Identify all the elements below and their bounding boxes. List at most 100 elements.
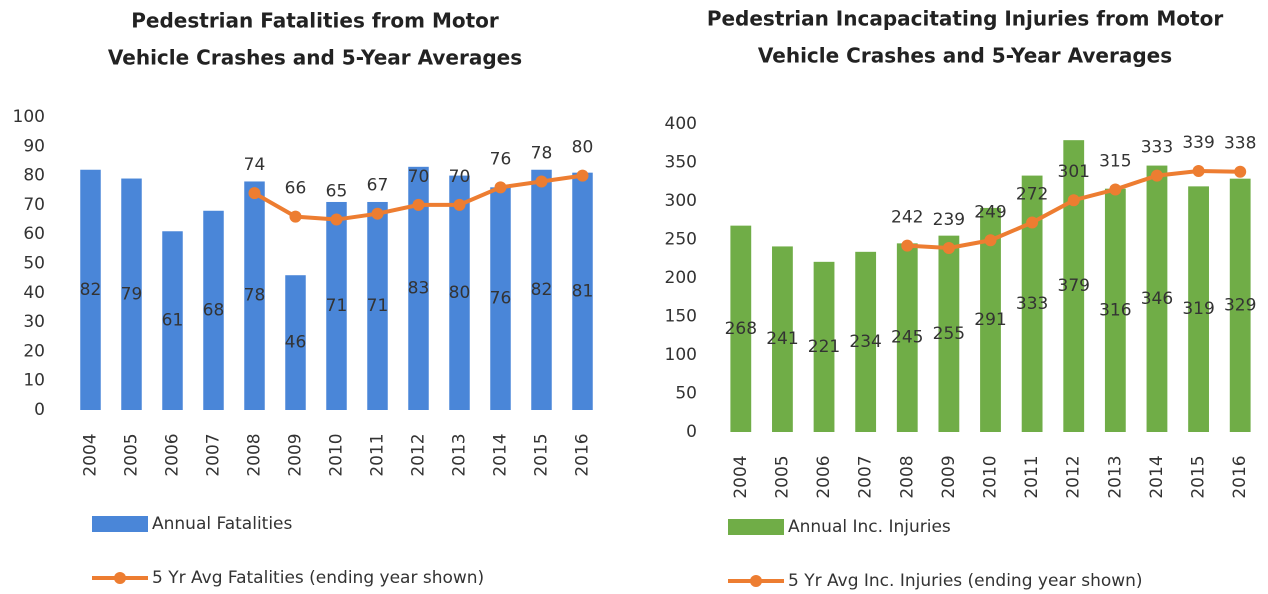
bar — [1229, 178, 1251, 432]
avg-point — [535, 175, 548, 188]
bar-value-label: 316 — [1099, 300, 1131, 320]
x-tick-label: 2016 — [573, 433, 593, 476]
x-tick-label: 2009 — [939, 455, 959, 498]
avg-point — [412, 198, 425, 211]
y-tick-label: 80 — [23, 166, 45, 186]
avg-point — [1109, 183, 1122, 196]
y-tick-label: 200 — [665, 268, 697, 288]
line-value-label: 333 — [1141, 138, 1173, 158]
y-tick-label: 0 — [686, 422, 697, 442]
bar — [244, 181, 265, 410]
bar — [896, 243, 918, 432]
bar-value-label: 268 — [725, 319, 757, 339]
bar — [121, 178, 142, 410]
avg-point — [289, 210, 302, 223]
x-tick-label: 2015 — [532, 433, 552, 476]
line-value-label: 242 — [891, 208, 923, 228]
avg-point — [1234, 165, 1247, 178]
bar-value-label: 46 — [285, 333, 307, 353]
bar-value-label: 80 — [449, 283, 471, 303]
bar — [408, 166, 429, 410]
chart-title: Vehicle Crashes and 5-Year Averages — [758, 44, 1172, 68]
bar-value-label: 61 — [162, 311, 184, 331]
line-value-label: 315 — [1099, 151, 1131, 171]
legend-label: 5 Yr Avg Fatalities (ending year shown) — [152, 568, 484, 588]
y-tick-label: 250 — [665, 230, 697, 250]
bar — [1063, 140, 1085, 433]
x-tick-label: 2007 — [204, 433, 224, 476]
bar — [730, 225, 752, 432]
legend-swatch — [114, 572, 126, 584]
bar-value-label: 245 — [891, 328, 923, 348]
x-tick-label: 2007 — [856, 455, 876, 498]
bar-value-label: 71 — [367, 296, 389, 316]
line-value-label: 66 — [285, 179, 307, 199]
x-tick-label: 2004 — [731, 455, 751, 498]
y-tick-label: 20 — [23, 341, 45, 361]
y-tick-label: 100 — [13, 107, 45, 127]
legend-swatch — [92, 516, 148, 532]
avg-point — [1192, 164, 1205, 177]
y-tick-label: 90 — [23, 136, 45, 156]
line-value-label: 74 — [244, 155, 266, 175]
bar — [1021, 175, 1043, 432]
bar-value-label: 82 — [80, 280, 102, 300]
x-tick-label: 2008 — [245, 433, 265, 476]
y-tick-label: 0 — [34, 400, 45, 420]
line-value-label: 239 — [933, 210, 965, 230]
bar-value-label: 79 — [121, 284, 143, 304]
x-tick-label: 2013 — [1105, 455, 1125, 498]
bar — [772, 246, 793, 432]
avg-point — [1067, 194, 1080, 207]
bar — [285, 275, 306, 410]
bar — [813, 261, 835, 432]
x-tick-label: 2005 — [122, 433, 142, 476]
avg-point — [371, 207, 384, 220]
line-value-label: 67 — [367, 176, 389, 196]
bar — [1104, 188, 1126, 432]
y-tick-label: 50 — [675, 384, 697, 404]
bar — [1146, 165, 1168, 432]
legend-label: Annual Inc. Injuries — [788, 517, 951, 537]
bar — [572, 172, 593, 410]
x-tick-label: 2012 — [1064, 455, 1084, 498]
bar-value-label: 255 — [933, 324, 965, 344]
bar-value-label: 319 — [1182, 299, 1214, 319]
x-tick-label: 2006 — [814, 455, 834, 498]
bar-value-label: 78 — [244, 286, 266, 306]
x-tick-label: 2015 — [1189, 455, 1209, 498]
chart-title: Vehicle Crashes and 5-Year Averages — [108, 46, 522, 70]
x-tick-label: 2008 — [897, 455, 917, 498]
y-tick-label: 10 — [23, 371, 45, 391]
bar-value-label: 71 — [326, 296, 348, 316]
line-value-label: 249 — [974, 202, 1006, 222]
bar-value-label: 76 — [490, 289, 512, 309]
avg-point — [1150, 169, 1163, 182]
line-value-label: 78 — [531, 143, 553, 163]
y-tick-label: 50 — [23, 254, 45, 274]
x-tick-label: 2013 — [450, 433, 470, 476]
avg-point — [942, 241, 955, 254]
x-tick-label: 2014 — [491, 433, 511, 476]
bar-value-label: 221 — [808, 337, 840, 357]
bar — [326, 201, 347, 410]
x-tick-label: 2012 — [409, 433, 429, 476]
x-tick-label: 2009 — [286, 433, 306, 476]
bar-value-label: 234 — [849, 332, 881, 352]
legend-swatch — [728, 519, 784, 535]
avg-point — [248, 187, 261, 200]
bar-value-label: 68 — [203, 300, 225, 320]
bar — [367, 201, 388, 410]
line-value-label: 338 — [1224, 134, 1256, 154]
bar-value-label: 346 — [1141, 289, 1173, 309]
bar-value-label: 81 — [572, 281, 594, 301]
y-tick-label: 400 — [665, 114, 697, 134]
x-tick-label: 2011 — [368, 433, 388, 476]
legend-label: 5 Yr Avg Inc. Injuries (ending year show… — [788, 571, 1143, 591]
bar — [980, 207, 1001, 432]
legend-swatch — [750, 575, 762, 587]
x-tick-label: 2006 — [163, 433, 183, 476]
x-tick-label: 2014 — [1147, 455, 1167, 498]
avg-point — [494, 181, 507, 194]
